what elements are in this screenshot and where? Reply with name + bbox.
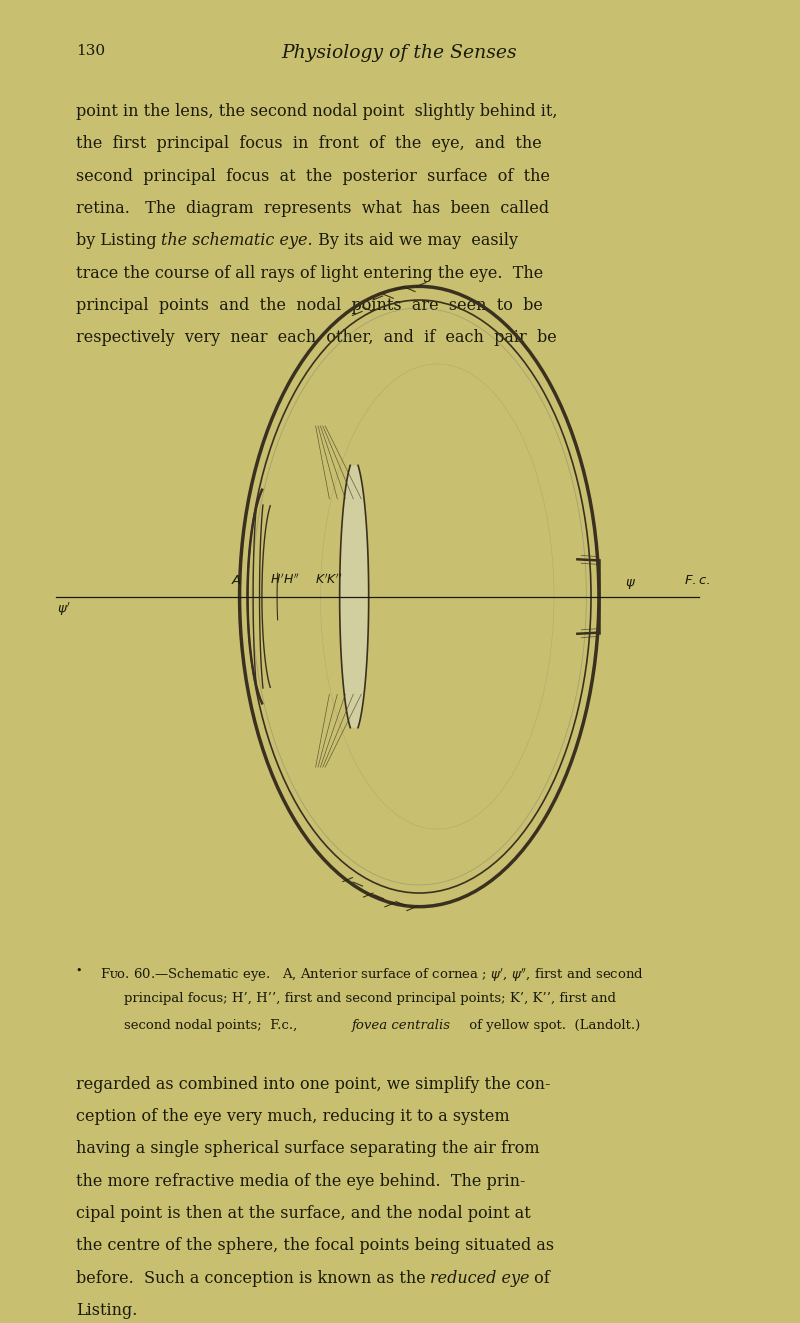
Text: reduced eye: reduced eye [430, 1270, 530, 1286]
Text: by Listing: by Listing [76, 233, 162, 249]
Text: the  first  principal  focus  in  front  of  the  eye,  and  the: the first principal focus in front of th… [76, 135, 542, 152]
Text: $\psi'$: $\psi'$ [58, 601, 71, 618]
Text: having a single spherical surface separating the air from: having a single spherical surface separa… [76, 1140, 539, 1158]
Text: of: of [530, 1270, 550, 1286]
Text: principal  points  and  the  nodal  points  are  seen  to  be: principal points and the nodal points ar… [76, 296, 542, 314]
Text: before.  Such a conception is known as the: before. Such a conception is known as th… [76, 1270, 430, 1286]
Text: $H'H''$: $H'H''$ [270, 573, 300, 587]
Text: ception of the eye very much, reducing it to a system: ception of the eye very much, reducing i… [76, 1107, 510, 1125]
Text: 130: 130 [76, 44, 105, 58]
Text: respectively  very  near  each  other,  and  if  each  pair  be: respectively very near each other, and i… [76, 329, 557, 347]
Text: $K'K''$: $K'K''$ [315, 573, 343, 587]
Text: Physiology of the Senses: Physiology of the Senses [282, 44, 517, 62]
Text: •: • [76, 966, 82, 976]
Text: second  principal  focus  at  the  posterior  surface  of  the: second principal focus at the posterior … [76, 168, 550, 185]
Text: Listing.: Listing. [76, 1302, 138, 1319]
Text: $A$: $A$ [231, 574, 242, 587]
Text: regarded as combined into one point, we simplify the con-: regarded as combined into one point, we … [76, 1076, 550, 1093]
Text: second nodal points;  F.c.,: second nodal points; F.c., [124, 1019, 306, 1032]
Text: fovea centralis: fovea centralis [351, 1019, 450, 1032]
Text: cipal point is then at the surface, and the nodal point at: cipal point is then at the surface, and … [76, 1205, 530, 1222]
Text: retina.   The  diagram  represents  what  has  been  called: retina. The diagram represents what has … [76, 200, 549, 217]
Polygon shape [340, 466, 369, 728]
Text: $F.c.$: $F.c.$ [684, 574, 711, 587]
Text: of yellow spot.  (Landolt.): of yellow spot. (Landolt.) [465, 1019, 640, 1032]
Text: Fᴜᴏ. 60.—Schematic eye.   A, Anterior surface of cornea ; $\psi'$, $\psi''$, fir: Fᴜᴏ. 60.—Schematic eye. A, Anterior surf… [100, 966, 644, 983]
Text: point in the lens, the second nodal point  slightly behind it,: point in the lens, the second nodal poin… [76, 103, 558, 120]
Text: trace the course of all rays of light entering the eye.  The: trace the course of all rays of light en… [76, 265, 543, 282]
Text: principal focus; H’, H’’, first and second principal points; K’, K’’, first and: principal focus; H’, H’’, first and seco… [124, 992, 616, 1005]
Text: the centre of the sphere, the focal points being situated as: the centre of the sphere, the focal poin… [76, 1237, 554, 1254]
Text: the schematic eye.: the schematic eye. [162, 233, 313, 249]
Text: By its aid we may  easily: By its aid we may easily [313, 233, 518, 249]
Text: the more refractive media of the eye behind.  The prin-: the more refractive media of the eye beh… [76, 1172, 526, 1189]
Text: $\psi$: $\psi$ [626, 577, 636, 591]
